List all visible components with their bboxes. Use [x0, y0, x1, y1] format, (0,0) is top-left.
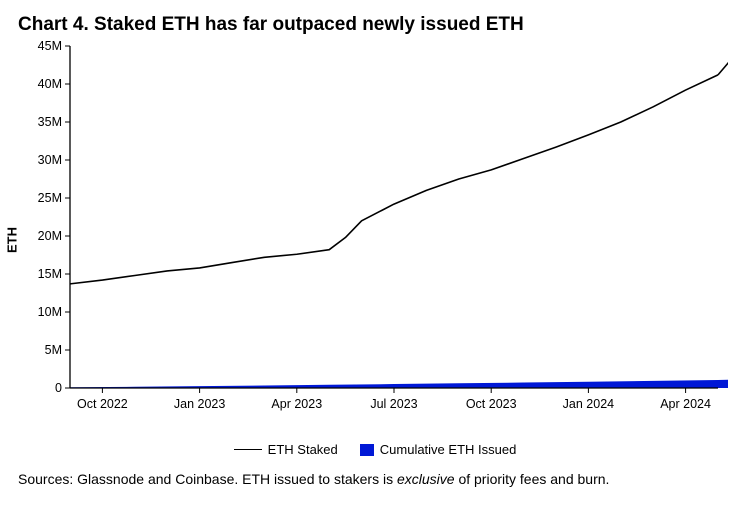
legend-line-swatch	[234, 449, 262, 450]
sources-suffix: of priority fees and burn.	[455, 471, 610, 487]
svg-text:5M: 5M	[45, 343, 62, 357]
legend-label-issued: Cumulative ETH Issued	[380, 442, 517, 457]
chart-sources: Sources: Glassnode and Coinbase. ETH iss…	[18, 471, 732, 487]
svg-text:20M: 20M	[38, 229, 62, 243]
svg-text:10M: 10M	[38, 305, 62, 319]
legend-item-issued: Cumulative ETH Issued	[360, 442, 517, 457]
legend-item-staked: ETH Staked	[234, 442, 338, 457]
svg-text:25M: 25M	[38, 191, 62, 205]
legend-label-staked: ETH Staked	[268, 442, 338, 457]
sources-emphasis: exclusive	[397, 471, 455, 487]
svg-text:Apr 2023: Apr 2023	[271, 397, 322, 411]
svg-text:0: 0	[55, 381, 62, 395]
sources-prefix: Sources: Glassnode and Coinbase. ETH iss…	[18, 471, 397, 487]
chart-svg: 0 5M 10M 15M 20M 25M 30M 35M 40M 45M Oct 2022 Jan 2…	[18, 40, 728, 440]
svg-text:Jan 2024: Jan 2024	[563, 397, 614, 411]
legend-square-swatch	[360, 444, 374, 456]
svg-text:Oct 2023: Oct 2023	[466, 397, 517, 411]
chart-title: Chart 4. Staked ETH has far outpaced new…	[18, 14, 732, 36]
svg-text:Oct 2022: Oct 2022	[77, 397, 128, 411]
svg-text:Jul 2023: Jul 2023	[370, 397, 417, 411]
svg-text:35M: 35M	[38, 115, 62, 129]
svg-text:Apr 2024: Apr 2024	[660, 397, 711, 411]
chart-container: ETH 05M10M15M20M25M30M35M40M45MOct 2022J…	[18, 40, 728, 440]
chart-page: Chart 4. Staked ETH has far outpaced new…	[0, 0, 750, 505]
svg-text:Jan 2023: Jan 2023	[174, 397, 225, 411]
svg-text:45M: 45M	[38, 40, 62, 53]
chart-legend: ETH Staked Cumulative ETH Issued	[18, 442, 732, 457]
svg-text:40M: 40M	[38, 77, 62, 91]
svg-text:15M: 15M	[38, 267, 62, 281]
svg-text:30M: 30M	[38, 153, 62, 167]
